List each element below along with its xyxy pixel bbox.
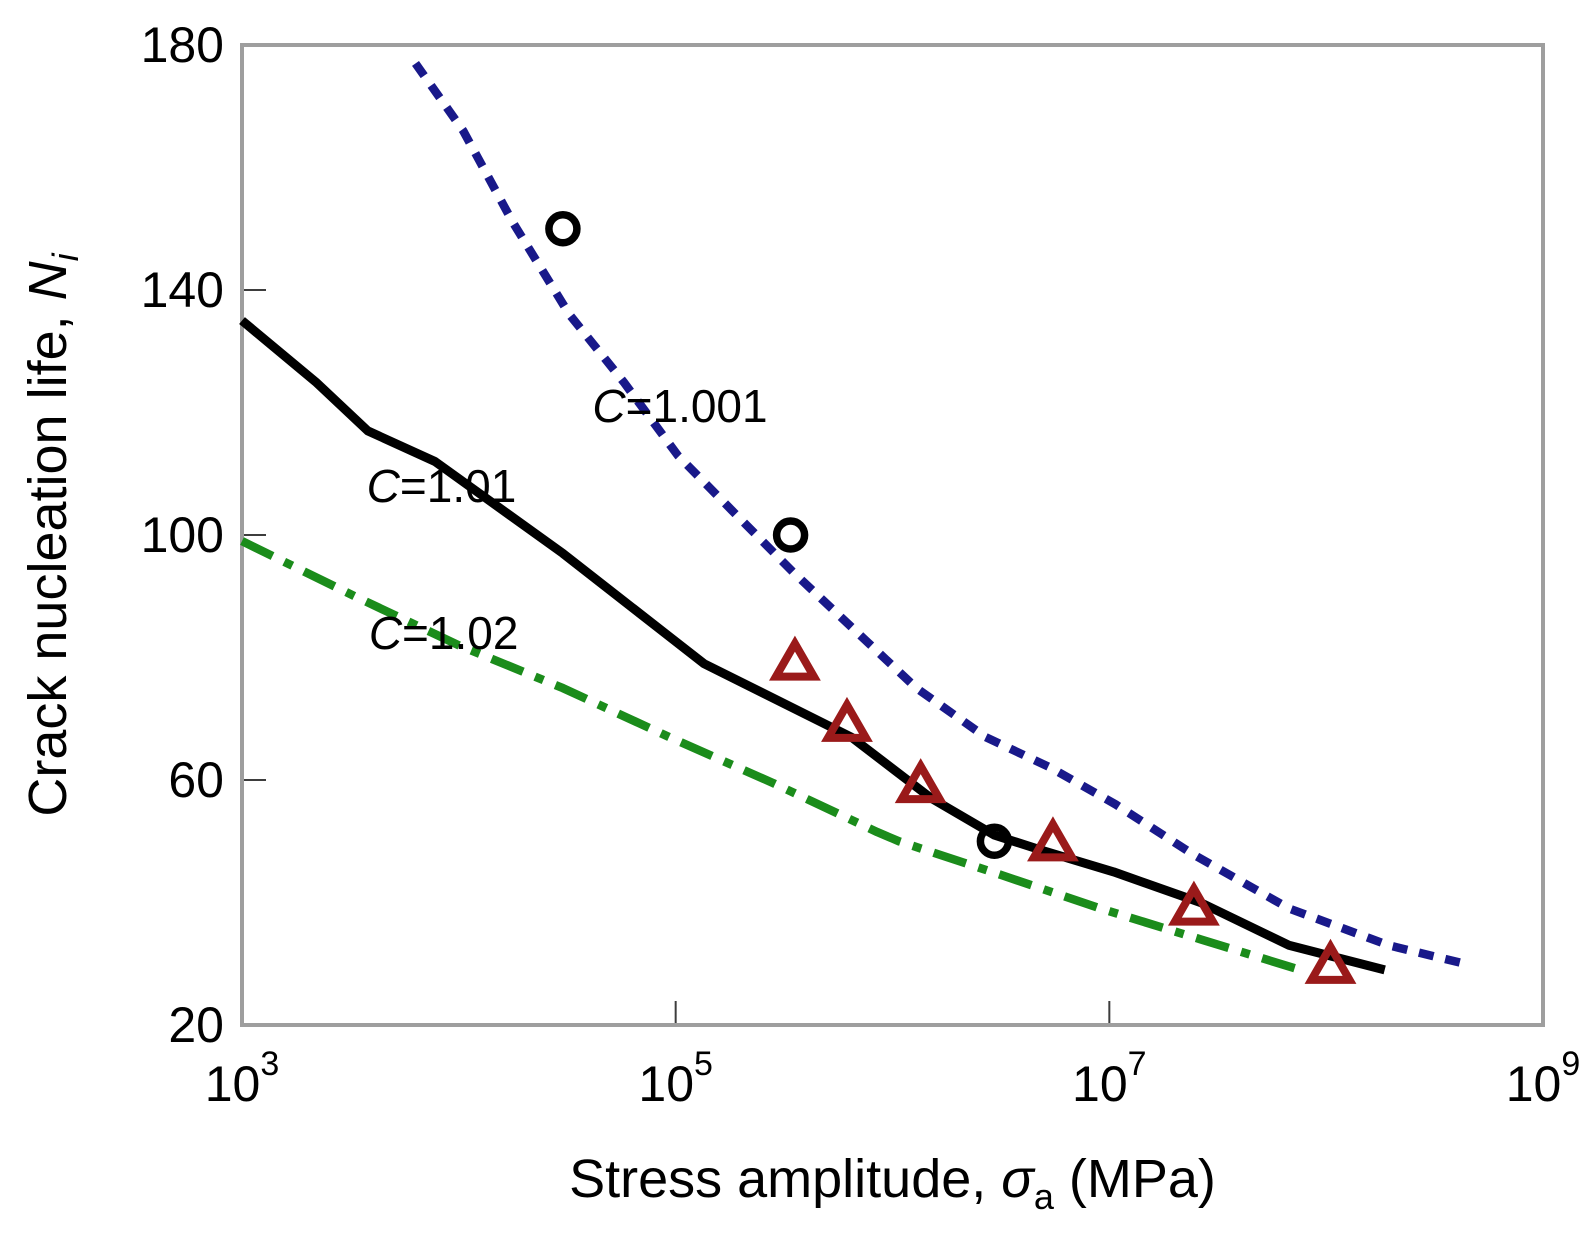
circle-marker xyxy=(976,823,1013,859)
x-axis-subscript: a xyxy=(1033,1176,1054,1217)
triangle-marker xyxy=(894,758,947,804)
y-tick-label: 20 xyxy=(168,997,224,1053)
x-tick-label: 105 xyxy=(638,1045,713,1112)
x-axis-title-unit: (MPa) xyxy=(1053,1149,1216,1209)
curve-label-symbol: C xyxy=(368,607,403,659)
x-axis-title-text: Stress amplitude, xyxy=(569,1149,1002,1209)
y-axis-title: Crack nucleation life, Ni xyxy=(17,35,87,1035)
y-tick-label: 100 xyxy=(141,507,224,563)
curve-label-value: =1.01 xyxy=(399,460,517,512)
x-tick-label: 107 xyxy=(1072,1045,1147,1112)
triangle-marker xyxy=(1167,880,1220,926)
x-tick-label: 103 xyxy=(205,1045,280,1112)
y-tick-label: 60 xyxy=(168,752,224,808)
curve-label-symbol: C xyxy=(366,460,400,512)
curve-label-c1001: C=1.001 xyxy=(592,379,767,433)
y-tick-label: 140 xyxy=(141,262,224,318)
x-axis-symbol: σ xyxy=(1001,1149,1034,1209)
y-axis-subscript: i xyxy=(45,253,86,262)
x-tick-label: 109 xyxy=(1506,1045,1581,1112)
x-axis-title: Stress amplitude, σa (MPa) xyxy=(242,1148,1543,1218)
circle-marker xyxy=(545,211,581,247)
y-tick-label: 180 xyxy=(141,17,224,73)
curve-c-1.02 xyxy=(240,537,1302,974)
curve-label-c101: C=1.01 xyxy=(367,459,517,513)
triangle-marker xyxy=(1304,938,1357,984)
curve-label-value: =1.02 xyxy=(402,607,519,659)
triangle-marker xyxy=(1027,816,1079,862)
plot-border xyxy=(240,43,1545,1027)
curve-c-1.001 xyxy=(412,60,1466,968)
curve-label-symbol: C xyxy=(592,380,626,433)
curve-label-c102: C=1.02 xyxy=(369,606,519,660)
y-axis-symbol: N xyxy=(18,261,78,301)
y-axis-title-text: Crack nucleation life, xyxy=(18,300,78,817)
curve-label-value: =1.001 xyxy=(625,380,768,433)
triangle-marker xyxy=(821,696,873,742)
triangle-marker xyxy=(769,635,821,681)
circle-marker xyxy=(772,517,809,553)
